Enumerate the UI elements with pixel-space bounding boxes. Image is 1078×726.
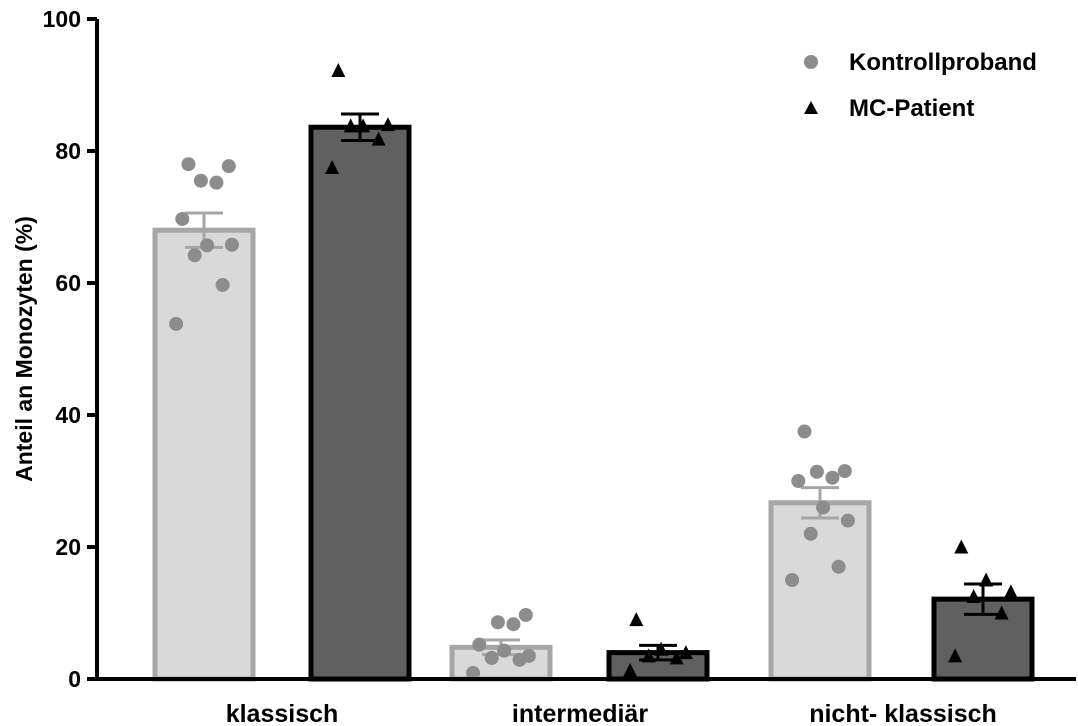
y-tick-label: 40 bbox=[55, 402, 81, 428]
data-point-circle bbox=[840, 513, 855, 528]
data-point-circle bbox=[187, 248, 202, 263]
data-point-circle bbox=[816, 500, 831, 515]
data-point-circle bbox=[200, 238, 215, 253]
legend-marker-triangle bbox=[804, 101, 818, 114]
data-point-circle bbox=[490, 615, 505, 630]
data-point-circle bbox=[803, 526, 818, 541]
bar-kontrollproband-0 bbox=[152, 227, 256, 682]
data-point-circle bbox=[791, 474, 806, 488]
data-point-triangle bbox=[966, 589, 981, 603]
legend-item-mc-patient: MC-Patient bbox=[804, 95, 974, 122]
data-point-triangle bbox=[629, 612, 644, 627]
data-point-circle bbox=[506, 617, 521, 632]
data-point-circle bbox=[521, 648, 536, 663]
data-point-circle bbox=[193, 173, 208, 188]
data-point-triangle bbox=[994, 605, 1009, 620]
error-bars-layer bbox=[185, 112, 1002, 662]
data-point-circle bbox=[215, 277, 230, 292]
data-point-circle bbox=[797, 424, 812, 439]
data-point-circle bbox=[224, 237, 239, 252]
data-point-circle bbox=[831, 559, 846, 574]
axes-layer: 0 20 40 60 80 100 klassisch intermediär nicht- k… bbox=[43, 6, 1076, 726]
bars-layer bbox=[152, 124, 1035, 682]
data-point-circle bbox=[175, 211, 190, 226]
data-point-triangle bbox=[331, 62, 346, 77]
data-point-circle bbox=[169, 316, 184, 331]
y-tick-label: 80 bbox=[55, 138, 81, 164]
data-point-triangle bbox=[343, 118, 358, 133]
data-point-circle bbox=[785, 573, 800, 587]
data-point-circle bbox=[466, 666, 481, 681]
data-point-triangle bbox=[380, 117, 395, 132]
legend-item-kontrollproband: Kontrollproband bbox=[804, 49, 1037, 76]
data-point-triangle bbox=[669, 650, 684, 665]
data-point-circle bbox=[825, 470, 840, 485]
legend-marker-circle bbox=[804, 55, 818, 69]
data-point-circle bbox=[837, 464, 852, 479]
data-point-triangle bbox=[356, 118, 371, 133]
data-point-circle bbox=[209, 175, 224, 190]
data-point-circle bbox=[809, 464, 824, 479]
legend-label: Kontrollproband bbox=[849, 49, 1037, 76]
data-point-circle bbox=[484, 650, 499, 665]
data-point-triangle bbox=[325, 160, 340, 174]
bar-mc-patient-0 bbox=[308, 124, 412, 682]
data-point-circle bbox=[221, 159, 236, 174]
data-point-triangle bbox=[641, 648, 656, 663]
x-tick-label: klassisch bbox=[226, 700, 339, 726]
points-layer bbox=[169, 62, 1018, 681]
data-point-triangle bbox=[623, 662, 638, 677]
x-tick-label: intermediär bbox=[512, 700, 648, 726]
data-point-circle bbox=[181, 157, 196, 172]
data-point-circle bbox=[472, 637, 487, 652]
data-point-triangle bbox=[654, 641, 669, 656]
y-axis-label: Anteil an Monozyten (%) bbox=[11, 216, 37, 482]
data-point-triangle bbox=[979, 572, 994, 587]
bar-kontrollproband-2 bbox=[768, 500, 872, 682]
y-tick-label: 0 bbox=[68, 666, 81, 692]
data-point-triangle bbox=[678, 645, 693, 660]
data-point-triangle bbox=[1003, 584, 1018, 599]
data-point-triangle bbox=[371, 131, 386, 146]
legend-label: MC-Patient bbox=[849, 95, 974, 122]
data-point-circle bbox=[518, 607, 533, 622]
data-point-triangle bbox=[954, 539, 969, 554]
x-tick-label: nicht- klassisch bbox=[809, 700, 997, 726]
data-point-circle bbox=[497, 643, 512, 658]
y-tick-label: 60 bbox=[55, 270, 81, 296]
y-tick-label: 20 bbox=[55, 534, 81, 560]
y-tick-label: 100 bbox=[43, 6, 81, 32]
legend: Kontrollproband MC-Patient bbox=[804, 49, 1037, 122]
data-point-triangle bbox=[948, 648, 963, 663]
